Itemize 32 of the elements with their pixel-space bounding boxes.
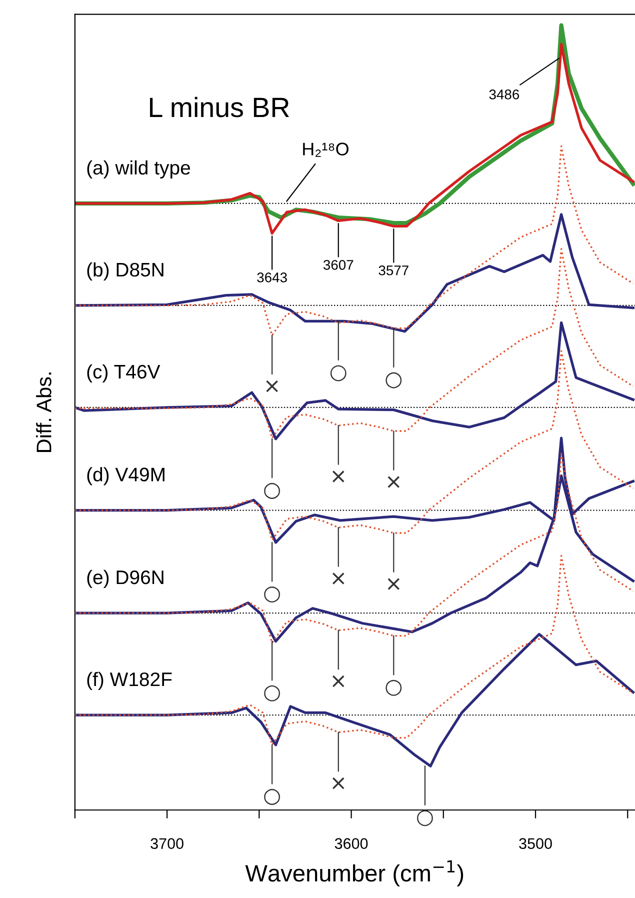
annotation: ○ [264, 482, 280, 499]
series-label: (d) V49M [87, 467, 164, 486]
annotation: × [266, 380, 278, 392]
annotation: ○ [264, 685, 280, 702]
annotation: × [388, 578, 400, 590]
annotation: ○ [417, 810, 433, 826]
annotation: × [388, 476, 400, 488]
annotation: ○ [386, 372, 402, 388]
annotation: ○ [264, 788, 280, 805]
annotation: 3643 [257, 272, 287, 282]
annotation: × [332, 777, 344, 790]
annotation: 3607 [323, 260, 354, 270]
annotation: 3577 [378, 265, 408, 276]
series-label: (b) D85N [87, 262, 164, 280]
x-axis-title: Wavenumber (cm$^{−1}$) [245, 860, 464, 886]
annotation: ○ [330, 365, 346, 382]
annotation: × [332, 470, 344, 482]
x-tick-label: 3500 [519, 838, 552, 849]
annotation: 3486 [489, 90, 520, 100]
annotation: × [332, 675, 344, 688]
series-label: (c) T46V [87, 364, 160, 382]
annotation: H₂¹⁸O [303, 142, 348, 157]
annotation: ○ [264, 586, 280, 603]
annotation: ○ [386, 680, 402, 696]
x-tick-label: 3600 [334, 838, 368, 849]
series-label: (a) wild type [87, 160, 190, 178]
series-label: (f) W182F [87, 672, 172, 690]
annotation: × [332, 572, 344, 584]
y-axis-title: Diff. Abs. [36, 372, 52, 452]
x-tick-label: 3700 [150, 838, 184, 849]
text: L minus BR [150, 96, 289, 118]
series-label: (e) D96N [87, 570, 164, 588]
